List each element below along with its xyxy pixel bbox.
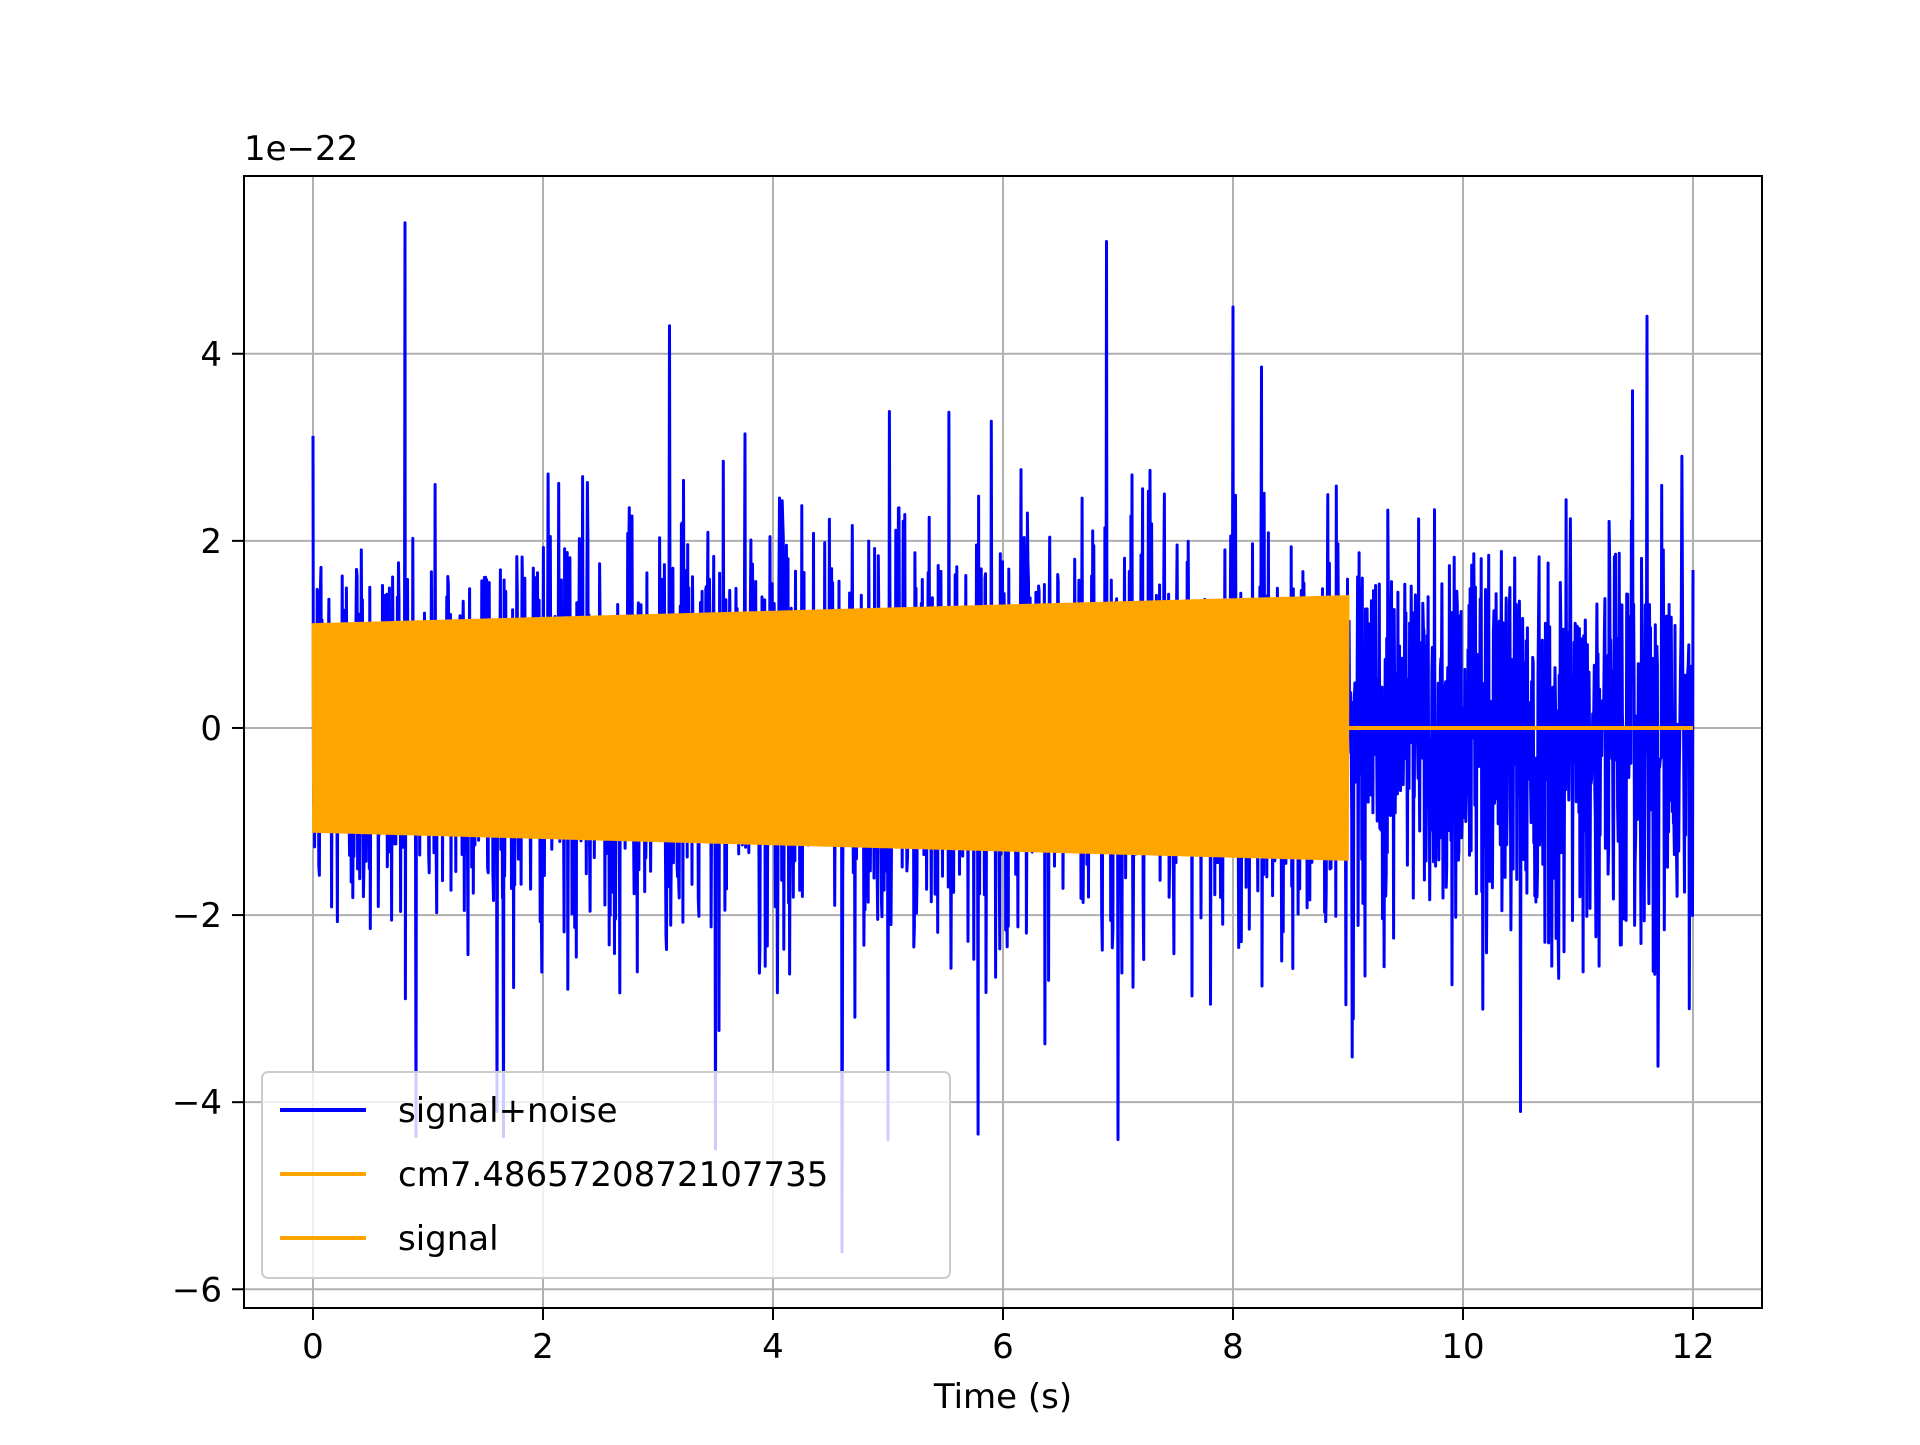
legend-label: signal xyxy=(398,1219,499,1259)
series-layer xyxy=(311,221,1695,1254)
x-tick-label: 4 xyxy=(762,1327,784,1367)
y-tick-label: 0 xyxy=(200,709,222,749)
x-tick-label: 12 xyxy=(1671,1327,1714,1367)
x-tick-label: 2 xyxy=(532,1327,554,1367)
y-tick-label: −4 xyxy=(172,1083,222,1123)
axis-ticks: 0 2 4 6 8 10 12 −6 −4 −2 0 2 4 xyxy=(172,335,1715,1367)
y-tick-label: −6 xyxy=(172,1270,222,1310)
x-tick-label: 0 xyxy=(302,1327,324,1367)
x-tick-label: 10 xyxy=(1441,1327,1484,1367)
legend: signal+noise cm7.4865720872107735 signal xyxy=(261,1071,951,1279)
x-tick-label: 8 xyxy=(1222,1327,1244,1367)
y-offset-text: 1e−22 xyxy=(244,129,358,169)
x-axis-label: Time (s) xyxy=(933,1377,1072,1417)
y-tick-label: −2 xyxy=(172,896,222,936)
series-cm-line xyxy=(311,595,1350,861)
x-tick-label: 6 xyxy=(992,1327,1014,1367)
y-tick-label: 4 xyxy=(200,335,222,375)
legend-box xyxy=(261,1071,951,1279)
legend-label: signal+noise xyxy=(398,1091,618,1131)
legend-label: cm7.4865720872107735 xyxy=(398,1155,828,1195)
y-tick-label: 2 xyxy=(200,522,222,562)
